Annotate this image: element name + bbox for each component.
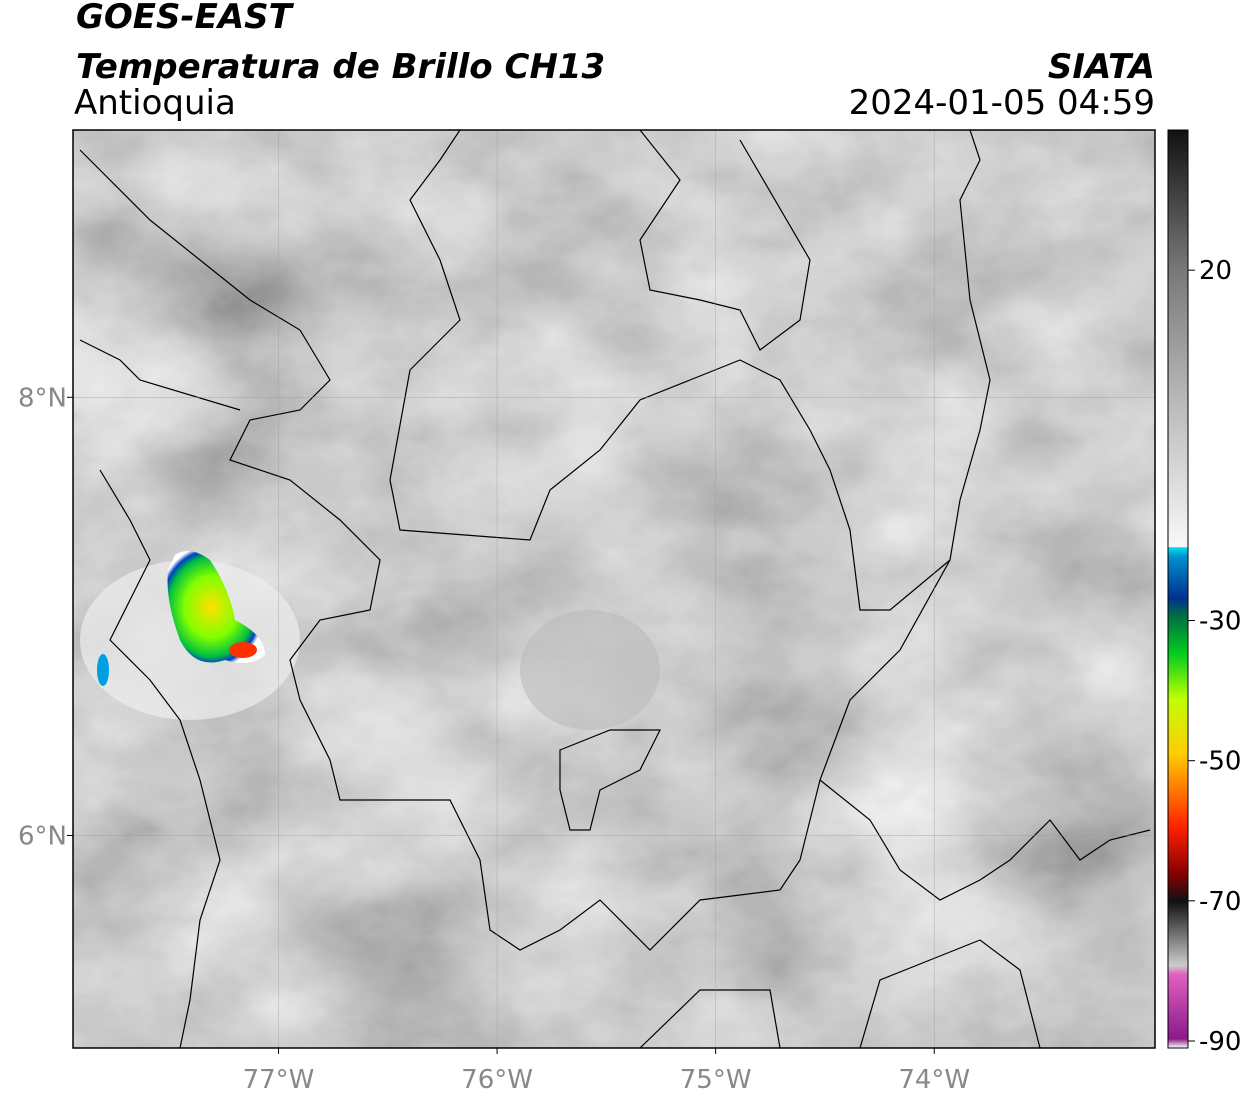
region: Antioquia: [74, 83, 236, 123]
storm-cell: [97, 654, 109, 686]
colorbar: [1167, 129, 1189, 1049]
source: SIATA: [1048, 47, 1155, 87]
graticule: [67, 130, 1155, 1054]
municipal-border: [559, 729, 661, 831]
lon-tick-label: 77°W: [243, 1065, 315, 1095]
lon-tick-label: 76°W: [461, 1065, 533, 1095]
map-frame: [72, 129, 1156, 1049]
colorbar-tick-label: -90: [1199, 1027, 1241, 1057]
subtitle: Temperatura de Brillo CH13: [76, 47, 605, 87]
colorbar-tick-label: -70: [1199, 887, 1241, 917]
lon-tick-label: 74°W: [898, 1065, 970, 1095]
colorbar-tick-label: -50: [1199, 747, 1241, 777]
department-border: [79, 130, 991, 951]
timestamp: 2024-01-05 04:59: [849, 83, 1155, 123]
department-border: [409, 130, 811, 351]
satellite-image: [73, 130, 1155, 1048]
department-border: [639, 779, 1151, 1048]
department-border: [389, 199, 951, 611]
colorbar-tick-label: -30: [1199, 607, 1241, 637]
storm-core: [229, 642, 257, 658]
cloud: [520, 610, 660, 730]
coastline: [79, 339, 241, 1048]
storm-cell: [167, 551, 265, 664]
lat-tick-label: 8°N: [18, 383, 67, 413]
colorbar-tick-label: 20: [1199, 256, 1232, 286]
lat-tick-label: 6°N: [18, 821, 67, 851]
lon-tick-label: 75°W: [680, 1065, 752, 1095]
title: GOES-EAST: [76, 0, 295, 37]
